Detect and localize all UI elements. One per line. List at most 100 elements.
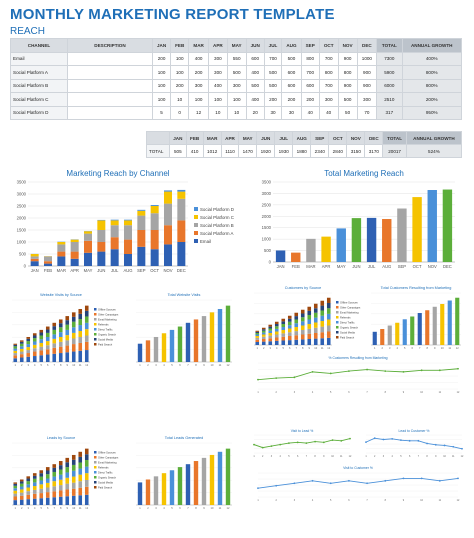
x-tick-label: 1 <box>257 499 259 502</box>
chart-title: Marketing Reach by Channel <box>66 169 169 178</box>
total-cell: 7300 <box>376 51 403 66</box>
legend-label: Organic Search <box>98 476 117 480</box>
value-cell: 10 <box>207 105 228 120</box>
row-label: TOTAL <box>146 144 170 158</box>
bar-segment <box>26 336 31 339</box>
bar-segment <box>307 306 312 311</box>
x-tick-label: 12 <box>227 506 230 510</box>
x-tick-label: 10 <box>211 506 214 510</box>
legend-label: Social Platform B <box>200 223 234 228</box>
value-cell: 900 <box>337 51 358 66</box>
total-reach-table: JAN FEB MAR APR MAY JUN JUL AUG SEP OCT NOV DEC TOTA… <box>146 131 463 158</box>
value-cell: 700 <box>300 65 320 80</box>
bar-segment <box>13 490 18 494</box>
bar-segment <box>58 474 63 480</box>
bar-segment <box>255 339 260 342</box>
bar-segment <box>177 242 186 266</box>
series-line <box>257 477 459 489</box>
bar-segment <box>84 466 89 474</box>
bar <box>336 228 346 262</box>
x-tick-label: 12 <box>349 455 352 458</box>
bar-segment <box>313 308 318 313</box>
bar-segment <box>26 338 31 342</box>
x-tick-label: JAN <box>31 268 39 273</box>
bar-segment <box>57 244 66 252</box>
x-tick-label: 5 <box>330 499 332 502</box>
bar-segment <box>52 326 57 330</box>
table-row: Social Platform B 100 200 300 400 300 500 500 60… <box>10 78 462 93</box>
x-tick-label: MAR <box>306 264 315 269</box>
channel-cell: Social Platform D <box>10 105 68 120</box>
table-row: Social Platform C 100 10 100 100 100 400 200 200… <box>10 92 462 107</box>
bar-segment <box>39 350 44 356</box>
bar-segment <box>57 256 66 266</box>
bar-segment <box>30 258 39 262</box>
value-cell: 100 <box>226 92 247 107</box>
value-cell: 10 <box>226 105 247 120</box>
bar-segment <box>78 336 83 343</box>
bar-segment <box>45 478 50 483</box>
x-tick-label: 4 <box>34 506 36 510</box>
bar <box>410 316 415 345</box>
bar-segment <box>287 332 292 336</box>
bar-segment <box>78 474 83 482</box>
value-cell: 200 <box>263 92 283 107</box>
column-header: JAN <box>151 38 172 53</box>
bar-segment <box>84 454 89 461</box>
column-header: DEC <box>364 131 384 145</box>
bar-segment <box>13 496 18 501</box>
bar-segment <box>124 225 132 240</box>
data-point <box>305 442 308 444</box>
value-cell: 40 <box>300 105 320 120</box>
legend-swatch <box>336 321 339 324</box>
bar-segment <box>19 346 24 349</box>
x-tick-label: 11 <box>79 363 82 367</box>
chart-title: Total Marketing Reach <box>324 169 404 178</box>
value-cell: 200 <box>300 92 320 107</box>
bar-segment <box>45 326 50 330</box>
value-cell: 300 <box>207 65 228 80</box>
value-cell: 500 <box>245 78 265 93</box>
bar-segment <box>13 488 18 491</box>
bar-segment <box>52 486 57 492</box>
bar-segment <box>71 459 76 465</box>
bar-segment <box>32 493 37 499</box>
x-tick-label: 12 <box>85 506 88 510</box>
bar-segment <box>150 213 159 230</box>
bar <box>372 331 377 345</box>
x-tick-label: SEP <box>137 268 146 273</box>
data-point <box>293 376 296 379</box>
bar-segment <box>261 334 266 337</box>
bar-segment <box>294 326 299 332</box>
bar-segment <box>110 249 119 266</box>
bar-segment <box>39 476 44 481</box>
bar-segment <box>13 343 18 345</box>
bar-segment <box>137 210 146 216</box>
column-header: DEC <box>356 38 378 53</box>
bar-segment <box>45 467 50 471</box>
column-header: DESCRIPTION <box>67 38 153 53</box>
bar-segment <box>78 462 83 469</box>
bar-segment <box>84 341 89 351</box>
bar-segment <box>110 219 119 221</box>
x-tick-label: AUG <box>123 268 132 273</box>
bar <box>397 208 407 262</box>
series-line <box>253 438 351 449</box>
bar-segment <box>39 493 44 499</box>
bar-segment <box>65 477 70 484</box>
bar-segment <box>274 328 279 332</box>
bar-segment <box>32 344 37 349</box>
chart-reach-by-channel: Marketing Reach by Channel 0 500 1000 1500 20… <box>17 169 234 273</box>
bar-segment <box>150 205 159 206</box>
value-cell: 70 <box>356 105 378 120</box>
x-tick-label: 4 <box>280 455 282 458</box>
bar-segment <box>58 323 63 328</box>
x-tick-label: 7 <box>366 391 368 394</box>
x-tick-label: 5 <box>330 391 332 394</box>
legend-label: Other Campaigns <box>340 306 361 310</box>
data-point <box>314 440 316 443</box>
bar-segment <box>13 355 18 359</box>
legend-swatch <box>94 451 97 454</box>
bar-segment <box>281 336 286 341</box>
